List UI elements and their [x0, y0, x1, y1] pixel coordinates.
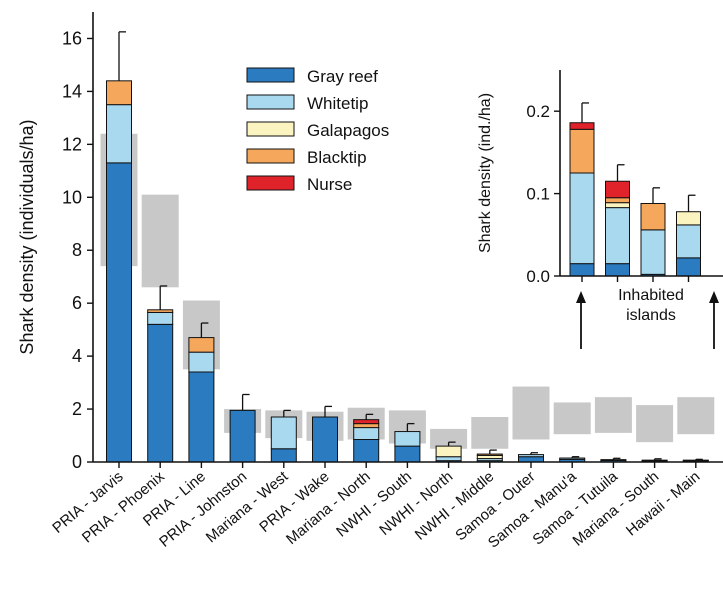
inset-bar-1-whitetip	[569, 172, 595, 265]
gray-band-hawaii-main	[677, 397, 715, 435]
bar-mariana-west-gray-reef	[270, 448, 297, 463]
inset-y-tick-label-0: 0.0	[526, 267, 550, 286]
bar-pria-line-gray-reef	[188, 371, 215, 463]
inset-chart: 0.0 0.1 0.2 Shark density (ind./ha) Inhabite…	[477, 70, 723, 349]
gray-band-samoa-manu-a	[553, 402, 591, 435]
bar-samoa-outer-whitetip	[518, 454, 544, 458]
legend-label-galapagos: Galapagos	[307, 121, 389, 140]
legend-label-nurse: Nurse	[307, 175, 352, 194]
inset-bar-1-gray-reef	[569, 263, 595, 277]
bar-pria-phoenix-whitetip	[147, 311, 174, 325]
annotation-line-1: Inhabited	[618, 287, 684, 304]
inset-bar-2-gray-reef	[605, 263, 630, 277]
gray-band-samoa-tutuila	[594, 397, 632, 433]
bar-pria-johnston-gray-reef	[229, 409, 256, 463]
y-tick-label-4: 4	[72, 346, 82, 366]
bar-mariana-north-nurse	[353, 419, 380, 425]
inset-bar-1-nurse	[569, 122, 595, 130]
bar-nwhi-north-galapagos	[435, 445, 462, 458]
legend-swatch-nurse	[246, 175, 295, 191]
bar-mariana-north-whitetip	[353, 427, 380, 440]
bar-pria-phoenix-gray-reef	[147, 323, 174, 463]
y-tick-label-6: 6	[72, 293, 82, 313]
inset-bar-4-whitetip	[676, 224, 701, 259]
bar-mariana-north-blacktip	[353, 423, 380, 429]
main-bars	[106, 31, 709, 463]
inset-bar-2-galapagos	[605, 202, 630, 209]
bar-mariana-west-whitetip	[270, 416, 297, 450]
inset-bar-4-galapagos	[676, 211, 701, 226]
legend: Gray reef Whitetip Galapagos Blacktip Nurse	[246, 67, 389, 194]
legend-label-gray-reef: Gray reef	[307, 67, 378, 86]
inhabited-arrow-left-head	[576, 291, 586, 303]
y-tick-label-0: 0	[72, 452, 82, 472]
inset-y-tick-label-2: 0.2	[526, 102, 550, 121]
gray-band-nwhi-north	[430, 428, 468, 449]
gray-band-pria-phoenix	[141, 194, 179, 288]
bar-pria-jarvis-blacktip	[106, 80, 132, 106]
bar-pria-line-blacktip	[188, 337, 215, 353]
inset-bar-2-whitetip	[605, 207, 630, 265]
bar-nwhi-south-whitetip	[394, 431, 421, 447]
gray-band-mariana-south	[636, 405, 674, 443]
inset-bar-3-blacktip	[640, 202, 666, 231]
bar-hawaii-main-whitetip	[682, 459, 709, 462]
legend-swatch-gray-reef	[246, 67, 295, 83]
legend-swatch-galapagos	[246, 121, 295, 137]
legend-swatch-blacktip	[246, 148, 295, 164]
y-tick-label-16: 16	[62, 28, 82, 48]
y-tick-label-10: 10	[62, 187, 82, 207]
y-axis-title: Shark density (individuals/ha)	[17, 119, 37, 354]
bar-mariana-south-whitetip	[641, 459, 668, 462]
bar-pria-jarvis-whitetip	[106, 104, 132, 164]
y-tick-label-14: 14	[62, 81, 82, 101]
legend-label-whitetip: Whitetip	[307, 94, 368, 113]
inhabited-arrow-right-head	[709, 291, 719, 303]
annotation-line-2: islands	[626, 307, 676, 324]
bar-samoa-manu-a-whitetip	[559, 457, 586, 460]
inset-bar-4-gray-reef	[676, 257, 701, 277]
bar-mariana-north-gray-reef	[353, 439, 380, 463]
legend-label-blacktip: Blacktip	[307, 148, 367, 167]
bar-pria-jarvis-gray-reef	[106, 162, 132, 463]
y-tick-label-2: 2	[72, 399, 82, 419]
legend-swatch-whitetip	[246, 94, 295, 110]
bar-pria-line-whitetip	[188, 351, 215, 373]
inset-bar-2-blacktip	[605, 197, 630, 204]
inset-y-axis-title: Shark density (ind./ha)	[477, 93, 494, 253]
bar-nwhi-south-gray-reef	[394, 445, 421, 463]
gray-band-samoa-outer	[512, 386, 550, 440]
inset-y-tick-label-1: 0.1	[526, 185, 550, 204]
y-tick-label-8: 8	[72, 240, 82, 260]
gray-band-nwhi-middle	[471, 417, 509, 449]
inset-bar-1-blacktip	[569, 128, 595, 174]
bar-nwhi-north-whitetip	[435, 456, 462, 462]
y-tick-label-12: 12	[62, 134, 82, 154]
inset-bar-2-nurse	[605, 180, 630, 199]
bar-nwhi-middle-blacktip	[476, 453, 503, 456]
inset-bar-3-whitetip	[640, 229, 666, 275]
bar-pria-wake-gray-reef	[312, 416, 338, 463]
bar-samoa-tutuila-whitetip	[600, 459, 627, 461]
bar-pria-phoenix-blacktip	[147, 309, 174, 313]
